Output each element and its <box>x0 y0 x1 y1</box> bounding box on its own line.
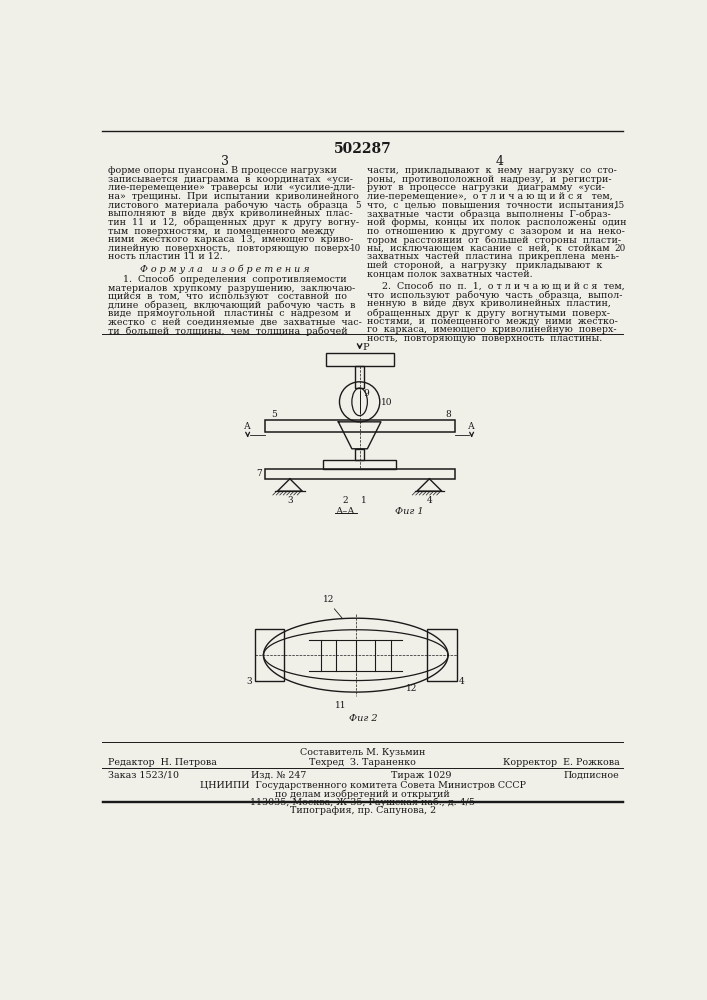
Bar <box>264 469 455 479</box>
Text: P: P <box>363 343 369 352</box>
Text: руют  в  процессе  нагрузки   диаграмму  «уси-: руют в процессе нагрузки диаграмму «уси- <box>368 183 605 192</box>
Text: 9: 9 <box>363 389 369 398</box>
Text: ненную  в  виде  двух  криволинейных  пластин,: ненную в виде двух криволинейных пластин… <box>368 299 612 308</box>
Text: обращенных  друг  к  другу  вогнутыми  поверх-: обращенных друг к другу вогнутыми поверх… <box>368 308 610 318</box>
Text: 1.  Способ  определения  сопротивляемости: 1. Способ определения сопротивляемости <box>107 275 346 284</box>
Text: Тираж 1029: Тираж 1029 <box>391 771 451 780</box>
Text: тым  поверхностям,  и  помещенного  между: тым поверхностям, и помещенного между <box>107 227 334 236</box>
Text: роны,  противоположной  надрезу,  и  регистри-: роны, противоположной надрезу, и регистр… <box>368 175 612 184</box>
Text: Типография, пр. Сапунова, 2: Типография, пр. Сапунова, 2 <box>290 806 436 815</box>
Text: 5: 5 <box>271 410 276 419</box>
Text: шей  стороной,  а  нагрузку   прикладывают  к: шей стороной, а нагрузку прикладывают к <box>368 261 603 270</box>
Text: 3: 3 <box>221 155 229 168</box>
Text: 113035, Москва, Ж-35, Раушская наб., д. 4/5: 113035, Москва, Ж-35, Раушская наб., д. … <box>250 798 475 807</box>
Text: по делам изобретений и открытий: по делам изобретений и открытий <box>275 789 450 799</box>
Text: виде  прямоугольной   пластины  с  надрезом  и: виде прямоугольной пластины с надрезом и <box>107 309 351 318</box>
Text: выполняют  в  виде  двух  криволинейных  плас-: выполняют в виде двух криволинейных плас… <box>107 209 353 218</box>
Text: го  каркаса,  имеющего  криволинейную  поверх-: го каркаса, имеющего криволинейную повер… <box>368 325 617 334</box>
Text: А–А: А–А <box>336 507 356 516</box>
Text: тором  расстоянии  от  большей  стороны  пласти-: тором расстоянии от большей стороны плас… <box>368 235 621 245</box>
Text: захватных  частей  пластина  прикреплена  мень-: захватных частей пластина прикреплена ме… <box>368 252 619 261</box>
Text: 12: 12 <box>406 684 418 693</box>
Text: Фиг 2: Фиг 2 <box>349 714 378 723</box>
Text: на»  трещины.  При  испытании  криволинейного: на» трещины. При испытании криволинейног… <box>107 192 358 201</box>
Text: ны,  исключающем  касание  с  ней,  к  стойкам: ны, исключающем касание с ней, к стойкам <box>368 244 610 253</box>
Text: ность пластин 11 и 12.: ность пластин 11 и 12. <box>107 252 223 261</box>
Text: листового  материала  рабочую  часть  образца: листового материала рабочую часть образц… <box>107 201 348 210</box>
Text: 8: 8 <box>445 410 450 419</box>
Text: 2.  Способ  по  п.  1,  о т л и ч а ю щ и й с я  тем,: 2. Способ по п. 1, о т л и ч а ю щ и й с… <box>368 282 625 291</box>
Text: части,  прикладывают  к  нему  нагрузку  со  сто-: части, прикладывают к нему нагрузку со с… <box>368 166 617 175</box>
Text: Изд. № 247: Изд. № 247 <box>251 771 307 780</box>
Text: 7: 7 <box>257 469 262 478</box>
Text: форме опоры пуансона. В процессе нагрузки: форме опоры пуансона. В процессе нагрузк… <box>107 166 337 175</box>
Bar <box>355 449 364 460</box>
Text: захватные  части  образца  выполнены  Г-образ-: захватные части образца выполнены Г-обра… <box>368 209 611 219</box>
Text: что,  с  целью  повышения  точности  испытания,: что, с целью повышения точности испытани… <box>368 201 617 210</box>
Text: жестко  с  ней  соединяемые  две  захватные  час-: жестко с ней соединяемые две захватные ч… <box>107 318 361 327</box>
Text: 15: 15 <box>614 201 626 210</box>
Bar <box>264 420 455 432</box>
Bar <box>355 366 364 388</box>
Text: Ф о р м у л а   и з о б р е т е н и я: Ф о р м у л а и з о б р е т е н и я <box>140 265 310 274</box>
Text: по  отношению  к  другому  с  зазором  и  на  неко-: по отношению к другому с зазором и на не… <box>368 227 625 236</box>
Text: 4: 4 <box>460 677 465 686</box>
Text: 11: 11 <box>334 701 346 710</box>
Text: А: А <box>244 422 251 431</box>
Text: лие-перемещение»  траверсы  или  «усилие-дли-: лие-перемещение» траверсы или «усилие-дл… <box>107 183 355 192</box>
Text: ность,  повторяющую  поверхность  пластины.: ность, повторяющую поверхность пластины. <box>368 334 602 343</box>
Text: 10: 10 <box>350 244 361 253</box>
Bar <box>428 629 457 681</box>
Text: Составитель М. Кузьмин: Составитель М. Кузьмин <box>300 748 426 757</box>
Text: ЦНИИПИ  Государственного комитета Совета Министров СССР: ЦНИИПИ Государственного комитета Совета … <box>199 781 526 790</box>
Text: длине  образец,  включающий  рабочую  часть  в: длине образец, включающий рабочую часть … <box>107 301 355 310</box>
Text: А: А <box>468 422 475 431</box>
Text: Заказ 1523/10: Заказ 1523/10 <box>107 771 179 780</box>
Text: 20: 20 <box>614 244 626 253</box>
Text: линейную  поверхность,  повторяющую  поверх-: линейную поверхность, повторяющую поверх… <box>107 244 352 253</box>
Text: 2: 2 <box>343 496 349 505</box>
Text: 1: 1 <box>361 496 366 505</box>
Bar <box>323 460 397 469</box>
Text: ними  жесткого  каркаса  13,  имеющего  криво-: ними жесткого каркаса 13, имеющего криво… <box>107 235 353 244</box>
Text: ной  формы,  концы  их  полок  расположены  один: ной формы, концы их полок расположены од… <box>368 218 627 227</box>
Text: концам полок захватных частей.: концам полок захватных частей. <box>368 270 533 279</box>
Text: ностями,  и  помещенного  между  ними  жестко-: ностями, и помещенного между ними жестко… <box>368 317 618 326</box>
Text: что  используют  рабочую  часть  образца,  выпол-: что используют рабочую часть образца, вы… <box>368 291 623 300</box>
Text: Фиг 1: Фиг 1 <box>395 507 423 516</box>
Text: щийся  в  том,  что  используют   составной  по: щийся в том, что используют составной по <box>107 292 346 301</box>
Text: Корректор  Е. Рожкова: Корректор Е. Рожкова <box>503 758 619 767</box>
Bar <box>255 629 284 681</box>
Text: 5: 5 <box>356 201 361 210</box>
Text: Подписное: Подписное <box>563 771 619 780</box>
Text: Редактор  Н. Петрова: Редактор Н. Петрова <box>107 758 216 767</box>
Text: лие-перемещение»,  о т л и ч а ю щ и й с я   тем,: лие-перемещение», о т л и ч а ю щ и й с … <box>368 192 613 201</box>
Text: 3: 3 <box>287 496 293 505</box>
Text: Техред  З. Тараненко: Техред З. Тараненко <box>309 758 416 767</box>
Text: 4: 4 <box>495 155 503 168</box>
Text: материалов  хрупкому  разрушению,  заключаю-: материалов хрупкому разрушению, заключаю… <box>107 284 355 293</box>
Text: записывается  диаграмма  в  координатах  «уси-: записывается диаграмма в координатах «ус… <box>107 175 353 184</box>
Text: 4: 4 <box>426 496 432 505</box>
Text: тин  11  и  12,  обращенных  друг  к  другу  вогну-: тин 11 и 12, обращенных друг к другу вог… <box>107 218 359 227</box>
Text: 502287: 502287 <box>334 142 392 156</box>
Text: 12: 12 <box>323 595 334 604</box>
Text: 10: 10 <box>381 398 393 407</box>
Text: ти  большей  толщины,  чем  толщина  рабочей: ти большей толщины, чем толщина рабочей <box>107 327 347 336</box>
Bar <box>325 353 394 366</box>
Text: 3: 3 <box>247 677 252 686</box>
